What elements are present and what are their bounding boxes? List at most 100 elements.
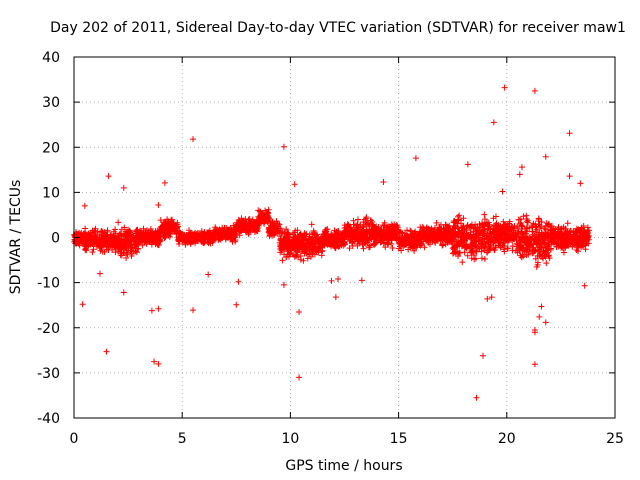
data-point [99,248,106,255]
y-tick-label: 30 [42,95,60,111]
data-point [236,232,243,239]
data-point [245,216,252,223]
data-point [85,236,92,243]
data-point [115,246,122,253]
data-point [268,224,275,231]
data-point [354,216,361,223]
y-tick-label: -10 [37,276,60,292]
data-point [335,243,342,250]
data-point [164,226,171,233]
data-point [218,228,225,235]
y-tick-label: 0 [51,231,60,247]
data-point [516,171,523,178]
data-point [93,235,100,242]
data-point [233,301,240,308]
data-point [464,161,471,168]
data-point [141,239,148,246]
data-point [144,238,151,245]
data-point [158,229,165,236]
data-point [302,232,309,239]
data-point [161,179,168,186]
data-point [335,276,342,283]
data-point [100,238,107,245]
data-point [500,218,507,225]
data-point [158,223,165,230]
data-point [155,305,162,312]
data-point [118,252,125,259]
data-point [459,259,466,266]
y-tick-label: 40 [42,50,60,66]
x-tick-label: 20 [498,431,516,447]
data-point [520,213,527,220]
data-point [214,230,221,237]
y-tick-label: 10 [42,185,60,201]
data-point [318,252,325,259]
data-point [238,226,245,233]
data-point [124,251,131,258]
data-point [290,237,297,244]
data-point [157,217,164,224]
data-point [481,256,488,263]
data-point [187,234,194,241]
data-point [335,228,342,235]
data-point [328,236,335,243]
data-point [412,155,419,162]
data-point [278,244,285,251]
data-point [306,251,313,258]
data-point [307,246,314,253]
data-point [490,119,497,126]
data-point [566,130,573,137]
data-point [233,228,240,235]
data-point [150,230,157,237]
data-point [102,230,109,237]
data-point [90,246,97,253]
data-point [198,238,205,245]
data-point [290,231,297,238]
data-point [306,241,313,248]
data-point [263,210,270,217]
data-point [297,253,304,260]
data-point [82,237,89,244]
data-point [581,282,588,289]
data-point [252,225,259,232]
data-point [118,226,125,233]
data-point [289,236,296,243]
data-point [298,248,305,255]
data-point [123,254,130,261]
data-point [99,234,106,241]
data-point [285,230,292,237]
data-point [148,307,155,314]
data-point [184,239,191,246]
data-point [247,219,254,226]
data-point [481,211,488,218]
data-point [104,227,111,234]
data-point [109,246,116,253]
data-point [277,237,284,244]
data-point [215,227,222,234]
data-point [301,249,308,256]
data-point [358,277,365,284]
data-point [543,260,550,267]
data-point [88,233,95,240]
data-point [478,255,485,262]
x-tick-label: 10 [281,431,299,447]
data-point [97,243,104,250]
data-point [91,230,98,237]
x-tick-label: 15 [390,431,408,447]
data-point [316,237,323,244]
data-points [71,84,593,401]
data-point [94,228,101,235]
data-point [167,231,174,238]
data-point [89,229,96,236]
data-point [110,228,117,235]
data-point [277,225,284,232]
data-point [360,245,367,252]
data-point [538,303,545,310]
data-point [296,308,303,315]
data-point [241,225,248,232]
data-point [120,184,127,191]
data-point [575,248,582,255]
data-point [203,230,210,237]
data-point [285,248,292,255]
